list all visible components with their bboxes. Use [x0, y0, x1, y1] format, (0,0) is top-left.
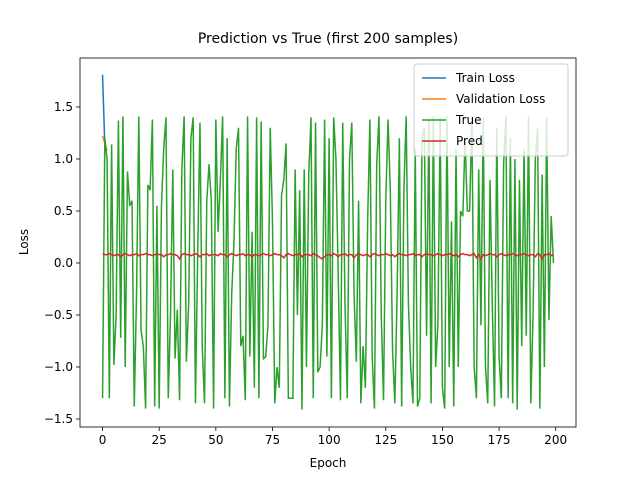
- legend-label: Validation Loss: [456, 92, 545, 106]
- legend-box: [413, 63, 569, 157]
- axes-frame: [79, 57, 577, 428]
- x-tick-label: 75: [265, 433, 280, 447]
- x-tick-label: 125: [374, 433, 397, 447]
- y-tick-label: −0.5: [44, 308, 73, 322]
- x-tick-label: 200: [544, 433, 567, 447]
- y-tick-label: 1.0: [54, 152, 73, 166]
- series-line: [101, 74, 106, 146]
- legend-label: True: [455, 113, 482, 127]
- legend-label: Train Loss: [455, 71, 515, 85]
- series-line: [102, 252, 554, 261]
- y-tick-label: 0.5: [54, 204, 73, 218]
- x-tick-label: 175: [488, 433, 511, 447]
- y-tick-label: −1.0: [44, 360, 73, 374]
- x-tick-label: 100: [318, 433, 341, 447]
- y-tick-label: −1.5: [44, 412, 73, 426]
- x-tick-label: 25: [152, 433, 167, 447]
- legend-label: Pred: [456, 134, 483, 148]
- chart-title: Prediction vs True (first 200 samples): [198, 31, 458, 47]
- series-line: [101, 116, 555, 410]
- y-axis-label: Loss: [17, 229, 31, 255]
- y-tick-label: 1.5: [54, 100, 73, 114]
- legend: Train Loss Validation Loss True Pred: [413, 63, 569, 157]
- x-tick-label: 150: [431, 433, 454, 447]
- y-tick-label: 0.0: [54, 256, 73, 270]
- x-tick-label: 0: [99, 433, 107, 447]
- x-tick-label: 50: [208, 433, 223, 447]
- x-axis-label: Epoch: [310, 456, 347, 470]
